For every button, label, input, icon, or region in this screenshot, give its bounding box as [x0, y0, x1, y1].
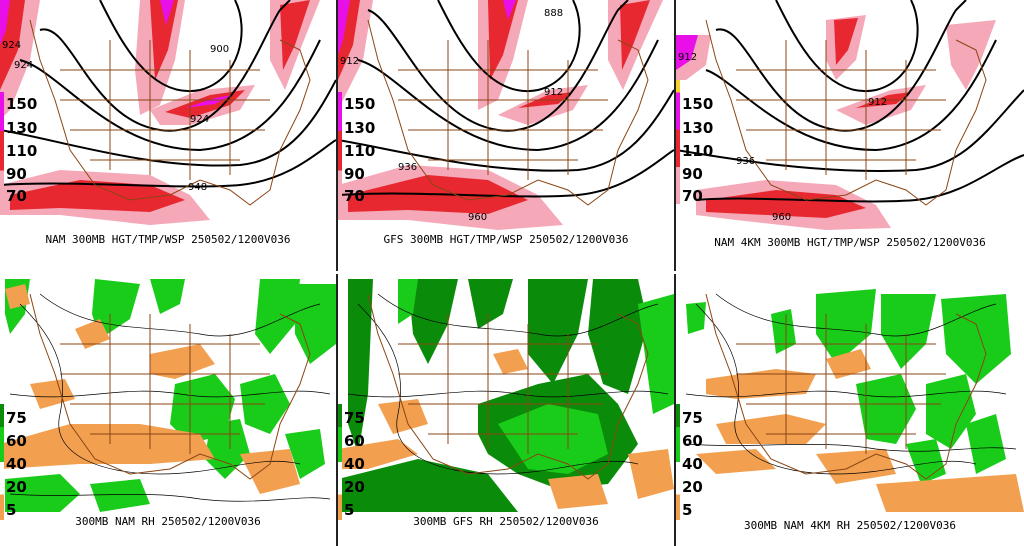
rh-map — [0, 279, 336, 512]
legend-label: 110 — [6, 142, 38, 160]
jet-streak-mid — [150, 0, 178, 80]
contour-label: 888 — [544, 8, 563, 19]
jet-streak-high — [185, 95, 232, 108]
panel-nam-300mb-wsp: 924 900 924 924 948 150 130 110 90 70 NA… — [0, 0, 336, 271]
jet-streak-mid — [10, 180, 185, 212]
height-contours — [0, 0, 336, 188]
panel-caption: 300MB NAM 4KM RH 250502/1200V036 — [744, 519, 956, 532]
contour-label: 924 — [190, 114, 209, 125]
jet-streak-high — [160, 0, 174, 25]
legend-label: 70 — [682, 187, 703, 205]
contour-label: 924 — [2, 40, 21, 51]
legend-label: 20 — [682, 478, 703, 496]
rh-map — [338, 279, 674, 512]
legend-label: 40 — [682, 455, 703, 473]
panel-caption: 300MB GFS RH 250502/1200V036 — [413, 515, 599, 528]
legend-label: 150 — [6, 95, 38, 113]
legend-label: 90 — [682, 165, 703, 183]
legend-label: 60 — [6, 432, 27, 450]
legend-label: 60 — [682, 432, 703, 450]
contour-label: 948 — [188, 182, 207, 193]
panel-caption: NAM 300MB HGT/TMP/WSP 250502/1200V036 — [45, 233, 291, 246]
contour-label: 912 — [868, 97, 887, 108]
legend-label: 90 — [6, 165, 27, 183]
contour-label: 912 — [678, 52, 697, 63]
legend-label: 130 — [6, 119, 38, 137]
jet-streak-mid — [280, 0, 310, 70]
legend-label: 60 — [344, 432, 365, 450]
rh-map — [676, 274, 1024, 512]
legend-label: 5 — [682, 501, 693, 519]
legend-label: 75 — [344, 409, 365, 427]
jet-streak-high — [0, 0, 10, 45]
panel-nam4km-300mb-wsp: 912 912 936 960 150 130 110 90 70 NAM 4K… — [676, 0, 1024, 271]
legend-label: 40 — [344, 455, 365, 473]
wind-map: 912 912 936 960 — [676, 0, 1024, 230]
legend-label: 130 — [682, 119, 714, 137]
legend-label: 75 — [682, 409, 703, 427]
legend-label: 5 — [344, 501, 355, 519]
panel-caption: GFS 300MB HGT/TMP/WSP 250502/1200V036 — [383, 233, 629, 246]
contour-label: 936 — [398, 162, 417, 173]
contour-label: 960 — [772, 212, 791, 223]
legend-label: 75 — [6, 409, 27, 427]
legend-label: 110 — [344, 142, 376, 160]
legend-label: 5 — [6, 501, 17, 519]
wind-map: 924 900 924 924 948 — [0, 0, 336, 225]
wind-map: 912 888 912 936 960 — [338, 0, 674, 230]
coastlines — [29, 19, 311, 206]
legend-label: 130 — [344, 119, 376, 137]
panel-nam4km-300mb-rh: 75 60 40 20 5 300MB NAM 4KM RH 250502/12… — [676, 274, 1024, 546]
contour-label: 912 — [544, 87, 563, 98]
row-divider — [0, 271, 1024, 274]
panel-nam-300mb-rh: 75 60 40 20 5 300MB NAM RH 250502/1200V0… — [0, 274, 336, 546]
legend-label: 150 — [344, 95, 376, 113]
panel-gfs-300mb-rh: 75 60 40 20 5 300MB GFS RH 250502/1200V0… — [338, 274, 674, 546]
legend-label: 150 — [682, 95, 714, 113]
legend-label: 90 — [344, 165, 365, 183]
contour-label: 900 — [210, 44, 229, 55]
contour-label: 924 — [14, 60, 33, 71]
legend-label: 70 — [344, 187, 365, 205]
legend-label: 20 — [344, 478, 365, 496]
contour-label: 936 — [736, 156, 755, 167]
legend-label: 40 — [6, 455, 27, 473]
legend-label: 70 — [6, 187, 27, 205]
contour-label: 912 — [340, 56, 359, 67]
legend-label: 20 — [6, 478, 27, 496]
contour-label: 960 — [468, 212, 487, 223]
panel-gfs-300mb-wsp: 912 888 912 936 960 150 130 110 90 70 GF… — [338, 0, 674, 271]
panel-caption: 300MB NAM RH 250502/1200V036 — [75, 515, 261, 528]
legend-label: 110 — [682, 142, 714, 160]
panel-caption: NAM 4KM 300MB HGT/TMP/WSP 250502/1200V03… — [714, 236, 986, 249]
